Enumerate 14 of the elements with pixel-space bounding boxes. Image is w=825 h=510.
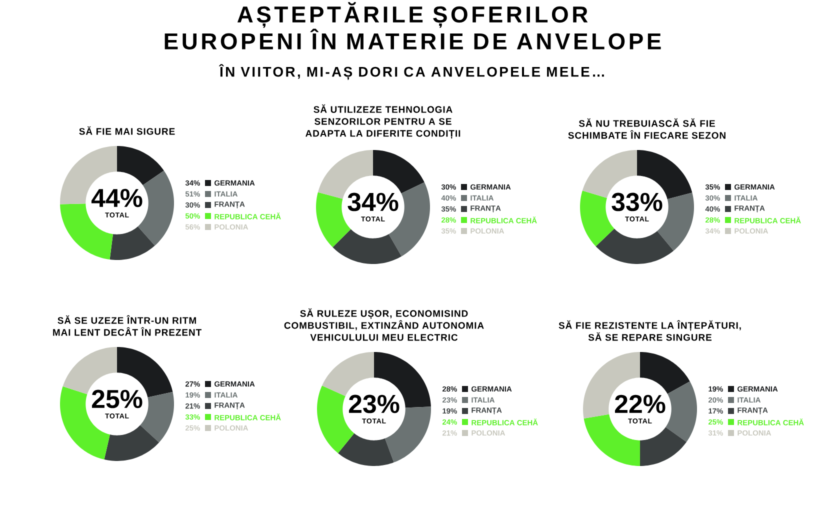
chart-title: SĂ UTILIZEZE TEHNOLOGIA SENZORILOR PENTRU A SE ADAPTA LA DIFERITE CONDIȚII — [306, 104, 460, 139]
text: 34% — [348, 192, 398, 212]
chart-title: SĂ FIE MAI SIGURE — [79, 126, 175, 135]
text: 44% — [91, 188, 142, 208]
text: 23% — [348, 394, 400, 414]
text: ÎN VIITOR, MI-AȘ DORI CA ANVELOPELE MELE… — [218, 64, 604, 80]
text: AȘTEPTĂRILE ȘOFERILOR EUROPENI ÎN MATERIE DE ANVELOPE — [164, 2, 661, 50]
chart-title: SĂ RULEZE UȘOR, ECONOMISIND COMBUSTIBIL, EXTINZÂND AUTONOMIA VEHICULULUI MEU ELECTRIC — [284, 308, 484, 341]
chart-title: SĂ SE UZEZE ÎNTR-UN RITM MAI LENT DECÂT ÎN PREZENT — [53, 315, 202, 336]
chart-title: SĂ FIE REZISTENTE LA ÎNȚEPĂTURI, SĂ SE REPARE SINGURE — [558, 320, 741, 341]
text: 25% — [92, 390, 142, 408]
text: 33% — [612, 192, 662, 212]
text: 22% — [614, 394, 666, 414]
chart-title: SĂ NU TREBUIASCĂ SĂ FIE SCHIMBATE ÎN FIECARE SEZON — [568, 118, 726, 139]
